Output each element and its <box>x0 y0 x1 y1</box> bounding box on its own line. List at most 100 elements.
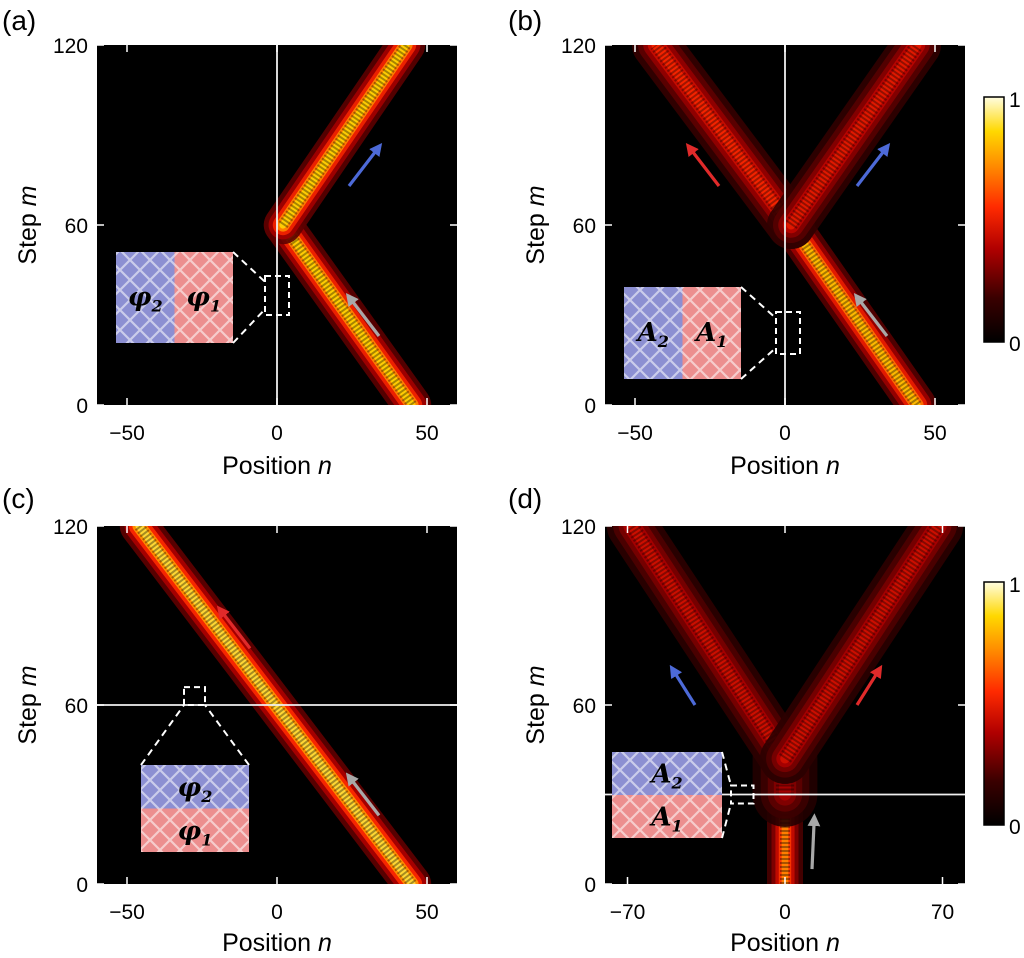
inset-label-bottom: φ1 <box>178 816 213 849</box>
beam-texture <box>785 45 923 229</box>
beam-layer <box>786 45 922 230</box>
inset-lattice <box>141 765 249 852</box>
zoom-connector <box>204 704 250 766</box>
panel-a-xtick-label: −50 <box>109 422 145 445</box>
zoom-connector <box>740 346 777 380</box>
panel-d-label: (d) <box>508 483 542 514</box>
inset-label-right: A1 <box>693 318 727 351</box>
colorbar-bottom-gradient <box>983 581 1005 826</box>
panel-a: (a) φ2 φ1 −50 0 50 0 60 120 Position n St… <box>2 5 457 480</box>
beam-layer <box>627 526 790 764</box>
panel-a-arrows <box>345 142 383 337</box>
panel-a-y-axis-label: Step m <box>14 185 42 264</box>
panel-b-ticks <box>605 44 965 406</box>
direction-arrow <box>347 142 383 187</box>
panel-a-x-axis-label: Position n <box>222 452 332 480</box>
beam <box>263 205 432 405</box>
panel-d-ytick-label: 60 <box>573 695 596 718</box>
colorbar-bottom-min-label: 0 <box>1009 816 1021 839</box>
beam-texture <box>786 221 922 405</box>
panel-d-y-axis-label: Step m <box>522 665 550 744</box>
panel-c-arrows <box>216 605 381 817</box>
panel-b-inset: A2 A1 <box>624 286 801 380</box>
inset-label-bottom: A1 <box>648 803 682 836</box>
direction-arrow <box>807 813 821 870</box>
panel-b-arrows <box>685 142 891 337</box>
panel-c-ytick-label: 120 <box>53 516 88 539</box>
panel-c-xtick-label: 0 <box>271 901 283 924</box>
panel-d-xtick-label: −70 <box>610 901 646 924</box>
panel-c-ticks <box>97 525 457 885</box>
panel-a-label: (a) <box>2 5 36 36</box>
beam <box>606 526 811 784</box>
panel-c-ytick-label: 60 <box>65 695 88 718</box>
inset-label-left: A2 <box>635 318 669 351</box>
colorbar-bottom: 1 0 <box>983 574 1021 839</box>
direction-arrow <box>853 292 889 337</box>
direction-arrow <box>345 772 381 817</box>
beam <box>263 45 426 245</box>
panel-b-xtick-label: 0 <box>779 422 791 445</box>
panel-b: (b) A2 A1 −50 0 50 0 60 120 Position n St… <box>508 5 965 480</box>
panel-b-beams <box>632 45 941 405</box>
beam-texture <box>650 45 797 230</box>
panel-b-xtick-label: −50 <box>617 422 653 445</box>
beam-texture <box>278 221 417 405</box>
beam-texture <box>278 45 411 229</box>
panel-d-ytick-label: 0 <box>584 874 596 897</box>
panel-b-label: (b) <box>508 5 542 36</box>
panel-b-x-axis-label: Position n <box>730 452 840 480</box>
panel-d-ytick-label: 120 <box>561 516 596 539</box>
panel-a-beams <box>263 45 432 405</box>
direction-arrow <box>855 142 891 187</box>
panel-a-ytick-label: 0 <box>76 395 88 418</box>
panel-c-x-axis-label: Position n <box>222 929 332 957</box>
zoom-box <box>730 784 755 805</box>
inset-lattice <box>612 752 722 838</box>
direction-arrow <box>345 292 381 337</box>
panel-a-ytick-label: 120 <box>53 35 88 58</box>
zoom-box <box>775 311 801 355</box>
panel-d-ticks <box>605 525 965 885</box>
beam-texture <box>626 526 791 763</box>
zoom-connector <box>232 308 266 344</box>
panel-d-arrows <box>669 664 883 870</box>
zoom-connector <box>721 803 732 839</box>
direction-arrow <box>216 605 252 650</box>
zoom-connector <box>232 251 266 283</box>
inset-label-top: A2 <box>648 760 682 793</box>
inset-lattice <box>116 252 233 343</box>
panel-b-ytick-label: 0 <box>584 395 596 418</box>
inset-label-top: φ2 <box>178 773 213 806</box>
beam-layer <box>651 45 796 230</box>
beam <box>771 205 937 405</box>
panel-b-ytick-label: 60 <box>573 215 596 238</box>
panel-b-xtick-label: 50 <box>923 422 946 445</box>
beam-layer <box>787 221 921 405</box>
direction-arrow <box>855 664 883 706</box>
panel-a-ticks <box>97 44 457 406</box>
zoom-box <box>264 275 290 316</box>
zoom-connector <box>721 751 732 786</box>
direction-arrow <box>685 142 721 187</box>
inset-lattice <box>624 287 741 379</box>
colorbar-top-max-label: 1 <box>1009 89 1021 112</box>
beam-layer <box>279 45 410 229</box>
colorbar-top-min-label: 0 <box>1009 333 1021 356</box>
colorbar-bottom-max-label: 1 <box>1009 574 1021 597</box>
colorbar-top: 1 0 <box>983 89 1021 356</box>
direction-arrow <box>669 664 697 706</box>
beam <box>632 45 815 249</box>
panel-c-ytick-label: 0 <box>76 874 88 897</box>
panel-c-xtick-label: 50 <box>415 901 438 924</box>
panel-b-y-axis-label: Step m <box>522 185 550 264</box>
panel-c-xtick-label: −50 <box>109 901 145 924</box>
beam <box>759 526 964 784</box>
panel-a-inset: φ2 φ1 <box>116 251 290 344</box>
panel-d-beams <box>606 526 964 884</box>
zoom-connector <box>140 704 185 766</box>
